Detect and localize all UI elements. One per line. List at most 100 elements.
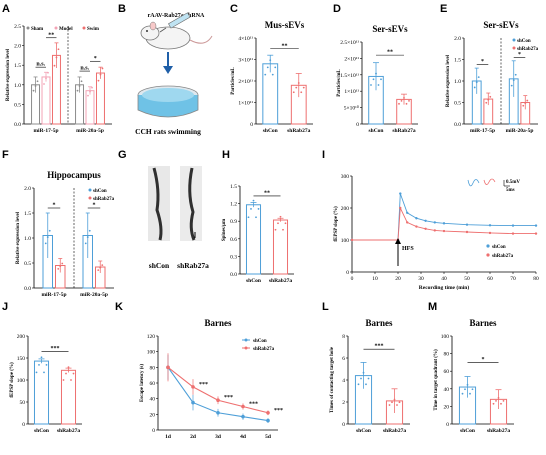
y-tick-label: 1.5	[230, 184, 237, 190]
x-tick-label: 10	[372, 276, 378, 282]
y-axis-label: Relative expression level	[446, 54, 451, 107]
data-point	[47, 71, 49, 74]
y-tick-label: 1.0	[454, 79, 461, 85]
significance-label: *	[518, 52, 521, 58]
data-point	[524, 102, 527, 105]
data-point	[78, 85, 81, 87]
panel-label-i: I	[322, 149, 325, 161]
legend-marker	[486, 253, 490, 257]
syringe-icon	[159, 12, 191, 33]
y-axis-label: Relative expression level	[16, 211, 21, 264]
panel-label-l: L	[322, 301, 329, 313]
data-point	[380, 78, 382, 81]
hfs-arrowhead	[395, 238, 401, 244]
down-arrow-icon	[163, 52, 173, 74]
y-tick-label: 2.0	[24, 186, 31, 192]
data-point	[350, 238, 354, 242]
data-point	[62, 379, 65, 381]
y-tick-label: 0.5	[24, 261, 31, 267]
data-point	[46, 236, 49, 238]
chart-k: 0 20 40 60 80 100 120 Escape latency (s) Barnes 1…	[140, 318, 283, 440]
significance-label: *	[94, 56, 97, 62]
data-point	[477, 76, 480, 79]
y-tick-label: 5×10¹⁰	[344, 105, 360, 112]
y-tick-label: 0.5	[14, 102, 21, 108]
y-tick-label: 1.5	[14, 63, 21, 69]
y-tick-label: 200	[341, 206, 350, 212]
data-point	[442, 229, 446, 233]
data-point	[522, 104, 525, 107]
significance-label: ***	[274, 408, 283, 414]
y-tick-label: 0	[356, 122, 359, 128]
chart-title: Ser-sEVs	[483, 20, 519, 30]
y-tick-label: 200	[17, 334, 26, 340]
y-axis-label: Times of contacting target hole	[330, 346, 335, 413]
trace-shrab27a	[483, 178, 496, 185]
y-tick-label: 0	[446, 422, 449, 428]
x-tick-label: miR-17-5p	[33, 128, 58, 134]
x-tick-label: 4d	[240, 434, 246, 440]
legend-swatch	[512, 46, 516, 50]
y-tick-label: 0.0	[14, 122, 21, 128]
data-point	[399, 206, 402, 210]
legend-label: shCon	[517, 39, 531, 44]
x-tick-label: 3d	[215, 434, 221, 440]
panel-label-f: F	[2, 149, 9, 161]
data-point	[266, 410, 270, 415]
legend-label: Swim	[87, 27, 100, 32]
data-point	[99, 73, 102, 76]
y-tick-label: 2×10¹¹	[344, 56, 359, 62]
panel-label-c: C	[230, 3, 238, 15]
data-point	[84, 242, 87, 245]
y-tick-label: 50	[20, 400, 26, 406]
chart-title: Barnes	[366, 318, 393, 328]
data-point	[497, 396, 500, 399]
data-point	[266, 66, 269, 69]
y-tick-label: 4×10¹¹	[238, 36, 253, 42]
x-tick-label: shCon	[263, 128, 278, 134]
data-point	[88, 229, 91, 232]
data-point	[399, 192, 402, 195]
data-point	[44, 242, 47, 245]
significance-label: **	[387, 50, 393, 56]
panel-label-h: H	[222, 149, 230, 161]
y-tick-label: 0.6	[230, 237, 237, 243]
legend-label: Sham	[31, 27, 44, 32]
data-point	[367, 377, 370, 380]
data-point	[241, 404, 245, 409]
panel-label-m: M	[428, 301, 437, 313]
data-point	[393, 398, 396, 401]
data-point	[247, 216, 250, 219]
data-point	[269, 59, 272, 62]
virus-title: rAAV-Rab27a-shRNA	[148, 13, 205, 19]
data-point	[464, 388, 466, 391]
data-point	[250, 208, 252, 210]
data-point	[442, 222, 446, 225]
x-tick-label: 80	[533, 276, 539, 282]
data-point	[43, 83, 45, 85]
x-tick-label: miR-20a-5p	[76, 128, 104, 134]
bar	[262, 63, 279, 125]
y-tick-label: 0.5	[454, 101, 461, 107]
data-point	[266, 418, 270, 423]
legend-marker	[486, 244, 490, 248]
data-point	[302, 86, 305, 89]
y-axis-label: Particles/mL	[337, 69, 342, 97]
data-point	[271, 73, 274, 76]
x-tick-label: 1d	[165, 434, 171, 440]
x-tick-label: 30	[418, 276, 424, 282]
legend-swatch	[88, 188, 92, 192]
data-point	[487, 98, 490, 101]
panel-label-g: G	[118, 149, 127, 161]
y-tick-label: 2×10¹¹	[238, 79, 253, 85]
y-tick-label: 2	[342, 400, 345, 406]
y-axis-label: Escape latency (s)	[140, 364, 145, 402]
y-tick-label: 100	[17, 378, 26, 384]
y-tick-label: 1.5	[454, 58, 461, 64]
legend-swatch	[54, 26, 58, 30]
panel-g-micrographs: shCon shRab27a	[148, 166, 209, 270]
y-tick-label: 300	[341, 174, 350, 180]
data-point	[89, 90, 91, 93]
data-point	[191, 400, 195, 405]
panel-label-d: D	[333, 3, 341, 15]
